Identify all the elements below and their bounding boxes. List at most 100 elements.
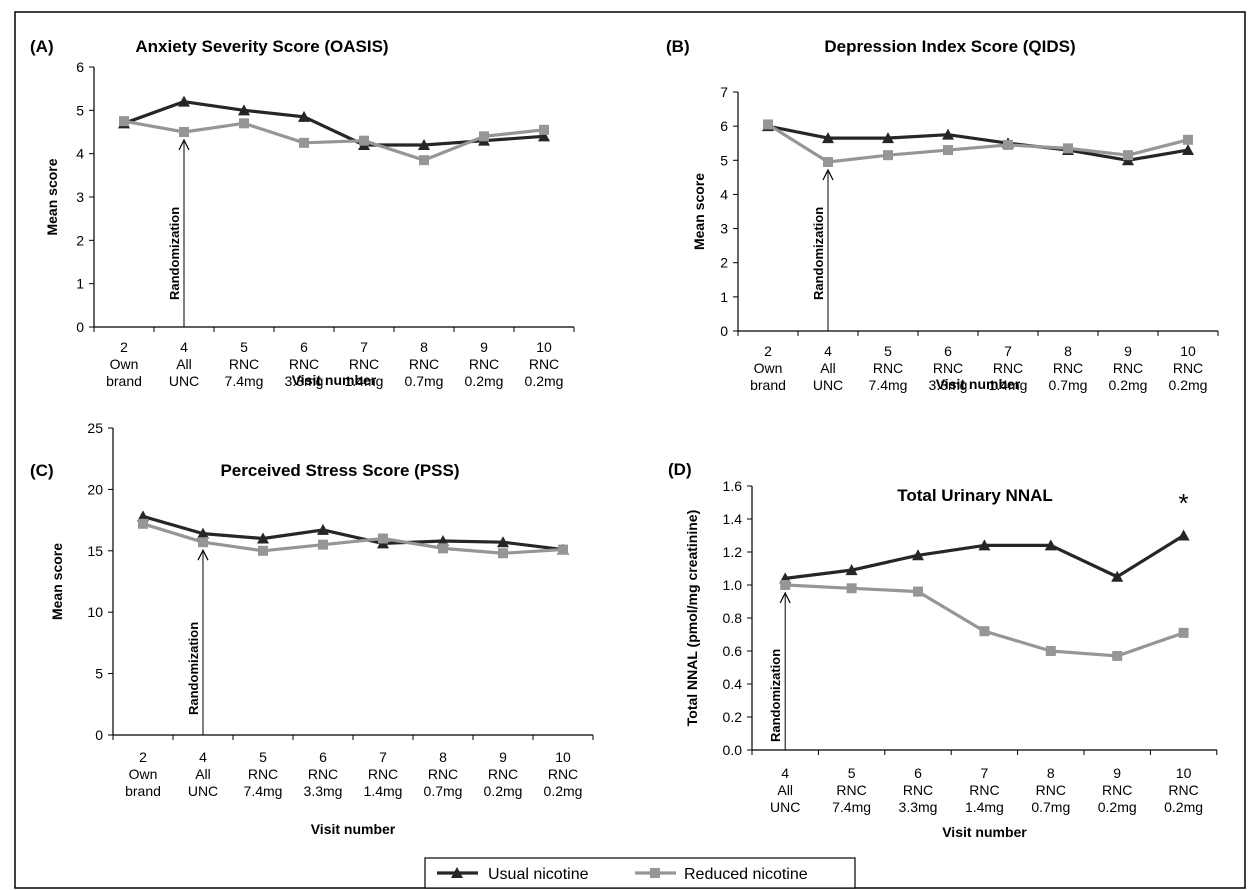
y-tick-label: 7 [720,84,728,100]
x-tick-label: Own [754,360,783,376]
chart-title: Total Urinary NNAL [897,486,1053,505]
panel-label: (A) [30,37,54,56]
y-tick-label: 6 [720,118,728,134]
randomization-arrow-head [779,591,791,604]
y-tick-label: 0 [76,319,84,335]
x-tick-label: 5 [884,343,892,359]
randomization-arrow-head [197,548,209,561]
x-tick-label: 9 [480,339,488,355]
chart-panel: (B) Depression Index Score (QIDS) 0 1 2 3 4 5 6 7… [666,37,1219,393]
x-tick-label: RNC [529,356,559,372]
legend-reduced-marker [650,868,660,878]
chart-panel: (C) Perceived Stress Score (PSS) 0 5 10 15 20 2… [30,420,594,837]
y-tick-label: 0 [720,323,728,339]
reduced-nicotine-point [318,539,328,550]
y-tick-label: 1.2 [723,544,743,560]
x-tick-label: 0.7mg [405,373,444,389]
x-tick-label: All [195,766,211,782]
usual-nicotine-point [497,536,509,548]
x-tick-label: RNC [248,766,278,782]
panel-label: (D) [668,460,692,479]
x-tick-label: 9 [1113,765,1121,781]
x-tick-label: 10 [555,749,571,765]
usual-nicotine-point [298,110,310,122]
x-tick-label: 5 [259,749,267,765]
reduced-nicotine-point [1003,139,1013,150]
reduced-nicotine-point [378,533,388,544]
x-tick-label: RNC [409,356,439,372]
randomization-label: Randomization [167,207,182,300]
usual-nicotine-point [1111,570,1124,582]
x-tick-label: 6 [944,343,952,359]
x-tick-label: 2 [139,749,147,765]
x-tick-label: Own [110,356,139,372]
x-tick-label: RNC [229,356,259,372]
x-tick-label: 10 [1180,343,1196,359]
usual-nicotine-point [845,564,858,576]
y-tick-label: 4 [76,146,84,162]
x-tick-label: RNC [873,360,903,376]
chart-title: Depression Index Score (QIDS) [824,37,1075,56]
y-tick-label: 20 [87,481,103,497]
x-tick-label: 4 [180,339,188,355]
x-tick-label: RNC [289,356,319,372]
y-tick-label: 2 [720,255,728,271]
x-tick-label: 3.3mg [929,377,968,393]
randomization-arrow-head [822,168,834,181]
x-axis-label: Visit number [311,821,396,837]
x-tick-label: 1.4mg [364,783,403,799]
x-tick-label: RNC [548,766,578,782]
reduced-nicotine-point [198,537,208,548]
y-tick-label: 3 [76,189,84,205]
y-tick-label: 1 [76,276,84,292]
y-tick-label: 0.4 [723,676,743,692]
reduced-nicotine-point [1183,134,1193,145]
legend-usual-marker [451,867,463,878]
reduced-nicotine-point [780,580,791,590]
x-tick-label: RNC [368,766,398,782]
x-tick-label: RNC [1102,782,1132,798]
x-tick-label: 8 [420,339,428,355]
reduced-nicotine-point [823,156,833,167]
y-tick-label: 5 [95,666,103,682]
chart-panel: (D) Total Urinary NNAL 0.0 0.2 0.4 0.6 0.8 1.0 1… [668,460,1218,840]
x-tick-label: UNC [188,783,218,799]
y-axis-label: Mean score [49,543,65,620]
randomization-label: Randomization [811,207,826,300]
x-tick-label: 0.2mg [1098,799,1137,815]
x-tick-label: RNC [969,782,999,798]
reduced-nicotine-point [1112,650,1123,661]
x-tick-label: 0.2mg [1164,799,1203,815]
x-tick-label: 7.4mg [832,799,871,815]
x-tick-label: RNC [1173,360,1203,376]
x-tick-label: UNC [813,377,843,393]
usual-nicotine-line [142,514,564,552]
y-tick-label: 1 [720,289,728,305]
x-tick-label: All [176,356,192,372]
usual-nicotine-line [767,124,1189,162]
x-axis-label: Visit number [936,376,1021,392]
x-tick-label: 0.2mg [465,373,504,389]
x-tick-label: UNC [169,373,199,389]
x-tick-label: 3.3mg [899,799,938,815]
usual-nicotine-point [822,132,834,144]
x-tick-label: 9 [1124,343,1132,359]
y-tick-label: 3 [720,221,728,237]
x-tick-label: 4 [199,749,207,765]
x-tick-label: 2 [120,339,128,355]
x-tick-label: RNC [1036,782,1066,798]
y-tick-label: 25 [87,420,103,436]
x-tick-label: brand [750,377,786,393]
x-tick-label: RNC [993,360,1023,376]
y-tick-label: 15 [87,543,103,559]
x-tick-label: 7.4mg [244,783,283,799]
x-tick-label: 0.7mg [424,783,463,799]
x-tick-label: 7 [981,765,989,781]
y-tick-label: 4 [720,186,728,202]
reduced-nicotine-point [539,124,549,135]
x-tick-label: All [777,782,793,798]
x-tick-label: 10 [1176,765,1192,781]
x-tick-label: 8 [439,749,447,765]
reduced-nicotine-point [438,543,448,554]
x-tick-label: RNC [1053,360,1083,376]
